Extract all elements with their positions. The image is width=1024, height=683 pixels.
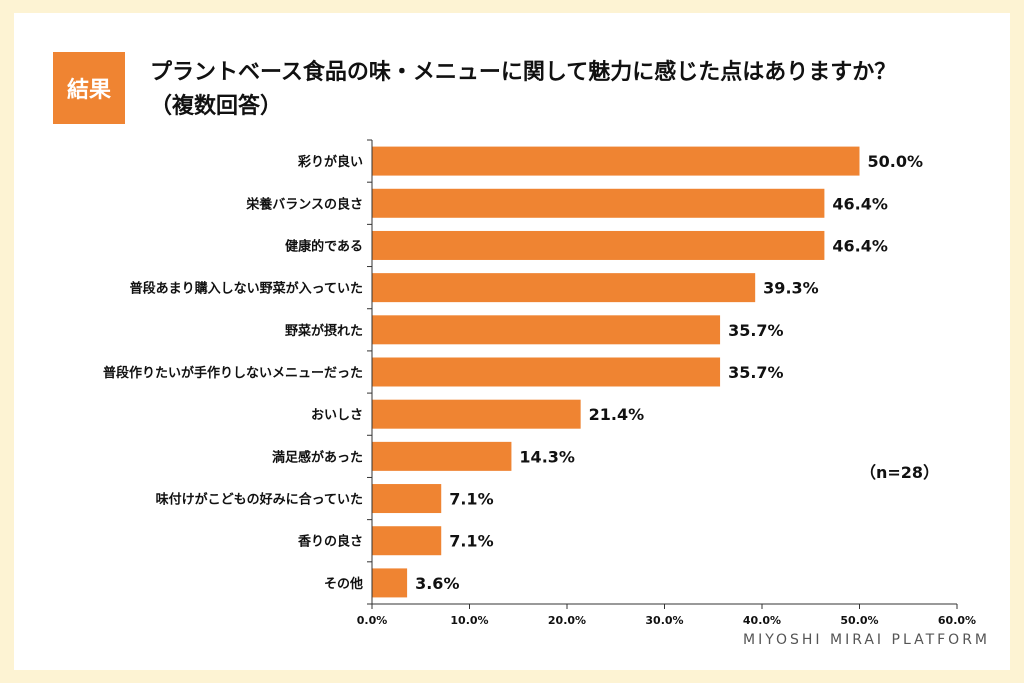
category-label: 香りの良さ (297, 534, 363, 550)
category-label: 彩りが良い (297, 154, 363, 170)
value-label: 14.3% (519, 447, 575, 466)
x-tick-label: 50.0% (840, 614, 878, 627)
value-label: 3.6% (415, 574, 459, 593)
category-label: 満足感があった (272, 449, 363, 465)
x-tick-label: 0.0% (357, 614, 388, 627)
value-label: 46.4% (832, 236, 888, 255)
chart-title-line2: （複数回答） (150, 94, 283, 119)
bar (372, 484, 442, 514)
result-badge: 結果 (53, 52, 125, 124)
category-label: 野菜が摂れた (285, 323, 363, 339)
x-tick-label: 60.0% (938, 614, 976, 627)
value-label: 46.4% (832, 194, 888, 213)
category-label: 栄養バランスの良さ (245, 196, 363, 212)
chart-title: プラントベース食品の味・メニューに関して魅力に感じた点はありますか？ （複数回答… (150, 56, 1000, 124)
value-label: 7.1% (449, 532, 493, 551)
category-label: 健康的である (285, 238, 363, 254)
x-tick-label: 20.0% (548, 614, 586, 627)
category-label: 普段作りたいが手作りしないメニューだった (103, 365, 363, 381)
bar (372, 568, 408, 598)
bar (372, 399, 581, 429)
x-tick-label: 30.0% (645, 614, 683, 627)
bar (372, 315, 721, 345)
value-label: 50.0% (868, 152, 924, 171)
bar (372, 273, 756, 303)
x-tick-label: 40.0% (743, 614, 781, 627)
category-label: おいしさ (311, 408, 363, 423)
category-label: 味付けがこどもの好みに合っていた (156, 492, 363, 508)
value-label: 35.7% (728, 363, 784, 382)
value-label: 39.3% (763, 279, 819, 298)
bar (372, 230, 825, 260)
sample-size-note: （n=28） (860, 463, 940, 482)
chart-title-line1: プラントベース食品の味・メニューに関して魅力に感じた点はありますか？ (150, 60, 897, 85)
value-label: 35.7% (728, 321, 784, 340)
bar (372, 526, 442, 556)
bar (372, 441, 512, 471)
value-label: 7.1% (449, 490, 493, 509)
bar (372, 146, 860, 176)
x-tick-label: 10.0% (450, 614, 488, 627)
category-label: その他 (324, 576, 363, 592)
category-label: 普段あまり購入しない野菜が入っていた (130, 281, 363, 297)
bar (372, 357, 721, 387)
brand-footer: MIYOSHI MIRAI PLATFORM (742, 632, 990, 648)
value-label: 21.4% (589, 405, 645, 424)
bar (372, 188, 825, 218)
